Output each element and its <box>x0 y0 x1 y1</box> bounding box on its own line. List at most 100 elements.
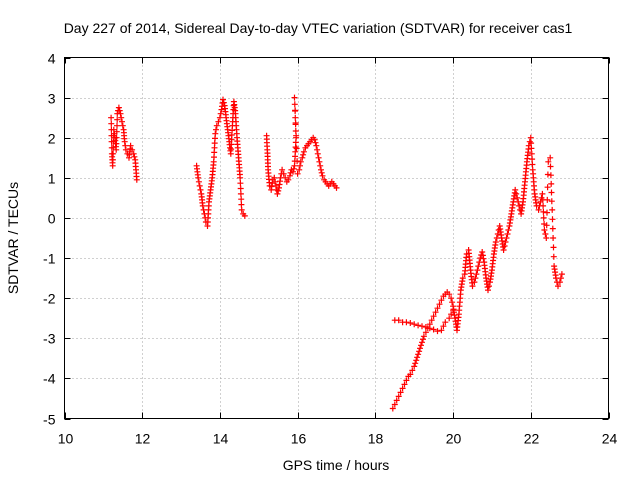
data-point <box>555 283 561 290</box>
data-point <box>448 295 455 302</box>
data-point <box>426 325 433 332</box>
data-point <box>279 166 286 173</box>
data-point <box>541 227 548 233</box>
data-point <box>407 371 414 378</box>
data-point <box>113 128 120 135</box>
data-point <box>513 190 520 197</box>
data-point <box>450 307 457 314</box>
data-point <box>237 185 244 192</box>
data-point <box>545 158 552 165</box>
data-point <box>237 174 244 181</box>
data-point <box>238 201 245 208</box>
data-point <box>395 317 402 324</box>
data-point <box>197 186 204 193</box>
x-tick-label: 14 <box>213 431 229 447</box>
data-point <box>411 321 418 328</box>
data-point <box>547 172 554 179</box>
data-point <box>237 190 244 197</box>
data-point <box>480 255 487 262</box>
data-point <box>313 142 320 149</box>
data-point <box>317 162 324 169</box>
data-point <box>446 291 453 298</box>
data-point <box>434 305 441 312</box>
data-point <box>528 140 535 147</box>
data-point <box>292 114 299 121</box>
data-point <box>473 271 480 278</box>
data-point <box>119 118 125 125</box>
data-point <box>547 154 554 161</box>
y-tick-label: -3 <box>43 331 56 347</box>
data-point <box>292 120 299 126</box>
data-point <box>280 170 287 177</box>
data-point <box>549 216 556 223</box>
data-point <box>502 239 509 245</box>
data-point <box>114 122 120 129</box>
data-point <box>409 367 416 374</box>
data-point <box>393 397 400 404</box>
data-point <box>220 99 227 106</box>
data-point <box>316 158 323 165</box>
data-point <box>217 110 224 117</box>
data-point <box>318 166 324 173</box>
x-axis-label: GPS time / hours <box>283 457 390 473</box>
data-point <box>550 253 557 260</box>
data-point <box>133 176 140 183</box>
data-point <box>503 235 510 241</box>
x-tick-label: 20 <box>446 431 462 447</box>
data-point <box>529 161 536 168</box>
data-point <box>294 170 301 177</box>
data-point <box>297 158 304 165</box>
data-point <box>492 239 499 245</box>
data-point <box>419 339 425 346</box>
data-point <box>415 322 422 329</box>
data-point <box>116 107 123 114</box>
data-point <box>311 136 318 143</box>
data-point <box>540 208 547 215</box>
data-points <box>108 94 565 412</box>
data-point <box>271 174 278 181</box>
y-tick-label: -1 <box>43 251 56 267</box>
x-tick-label: 24 <box>602 431 618 447</box>
data-point <box>286 172 293 179</box>
data-point <box>407 320 414 326</box>
data-point <box>238 206 245 213</box>
data-point <box>294 158 301 165</box>
data-point <box>540 214 547 221</box>
data-point <box>548 189 555 196</box>
data-point <box>297 162 303 169</box>
data-point <box>544 171 551 178</box>
data-point <box>469 283 476 290</box>
data-point <box>237 180 244 187</box>
data-point <box>430 326 437 333</box>
data-point <box>109 156 116 163</box>
y-tick-label: 1 <box>48 171 56 187</box>
data-point <box>391 401 398 408</box>
data-point <box>474 267 481 274</box>
data-point <box>290 165 297 172</box>
y-tick-label: 2 <box>48 131 56 147</box>
data-point <box>547 163 554 170</box>
data-point <box>220 96 226 103</box>
data-point <box>290 168 296 175</box>
data-point <box>479 249 486 255</box>
data-point <box>528 150 535 157</box>
data-point <box>403 319 410 326</box>
data-point <box>122 146 129 153</box>
data-point <box>108 120 115 127</box>
data-point <box>500 247 507 253</box>
data-point <box>195 174 202 181</box>
chart-title: Day 227 of 2014, Sidereal Day-to-day VTE… <box>64 20 573 36</box>
data-point <box>300 148 307 155</box>
data-point <box>285 176 292 183</box>
data-point <box>195 178 202 185</box>
data-point <box>108 114 115 121</box>
data-point <box>544 184 551 191</box>
data-point <box>319 172 326 179</box>
y-tick-label: 4 <box>48 51 56 67</box>
data-point <box>119 122 126 129</box>
data-point <box>292 107 299 114</box>
data-point <box>549 225 556 232</box>
data-point <box>438 327 445 334</box>
data-point <box>412 360 419 367</box>
